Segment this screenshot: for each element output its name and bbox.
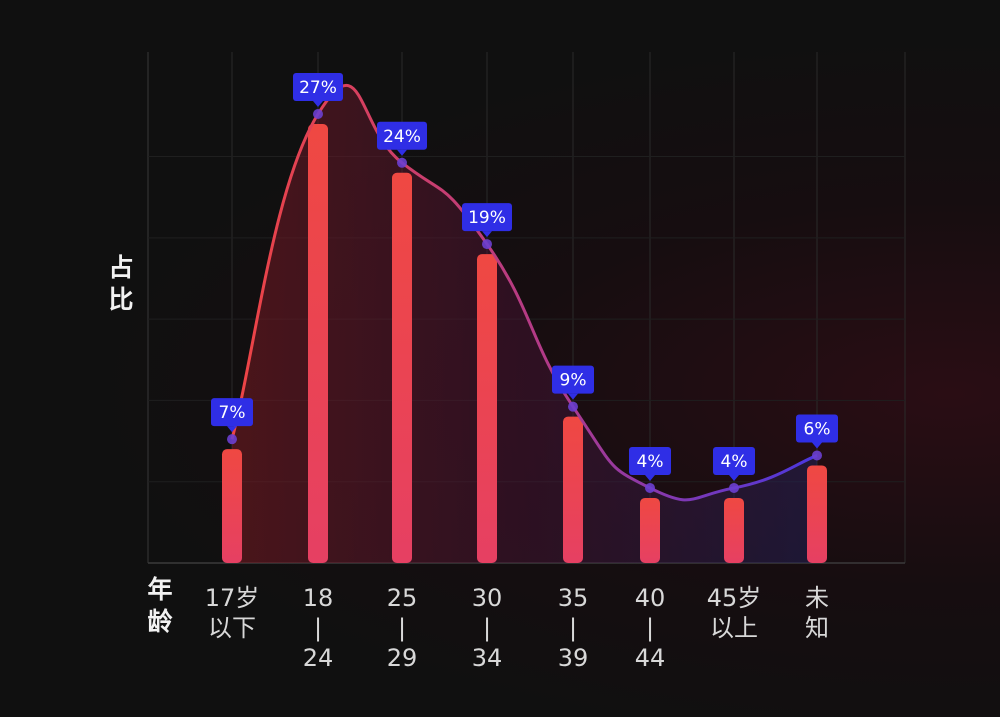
- x-tick-label: |: [398, 614, 406, 642]
- value-label-text: 4%: [637, 452, 664, 472]
- curve-point-marker: [313, 109, 323, 119]
- curve-point-marker: [482, 239, 492, 250]
- bar: [563, 416, 583, 563]
- bar: [724, 497, 744, 563]
- value-label-pointer: [313, 101, 323, 107]
- curve-point-marker: [729, 482, 739, 493]
- value-label-pointer: [729, 474, 739, 481]
- bar: [640, 497, 660, 563]
- bar: [807, 465, 827, 563]
- value-label-pointer: [812, 442, 822, 449]
- curve-area-fill: [232, 85, 817, 564]
- markers-group: [227, 109, 822, 493]
- bar: [392, 172, 412, 563]
- bar: [477, 254, 497, 563]
- x-tick-label: 17岁: [205, 584, 260, 612]
- value-label: 6%: [796, 414, 838, 449]
- value-label-box: [713, 446, 755, 475]
- value-label: 9%: [552, 365, 594, 400]
- value-label-box: [796, 414, 838, 443]
- value-label-box: [293, 73, 343, 101]
- x-tick-label: 45岁: [707, 584, 762, 612]
- curve-point-marker: [812, 450, 822, 461]
- x-tick-label: 30: [472, 584, 503, 612]
- value-label-text: 19%: [468, 208, 506, 228]
- x-tick-label: 知: [805, 614, 829, 642]
- x-tick-label: 34: [472, 644, 503, 672]
- y-axis-title: 比: [108, 285, 133, 314]
- x-tick-label: 39: [558, 644, 589, 672]
- x-tick-label: 24: [303, 644, 334, 672]
- bar: [308, 124, 328, 563]
- x-tick-label: 以上: [710, 614, 758, 642]
- curve-point-marker: [397, 157, 407, 168]
- curve-point-marker: [568, 401, 578, 412]
- value-label-text: 7%: [219, 403, 246, 423]
- value-label: 4%: [629, 446, 671, 481]
- x-tick-label: 25: [387, 584, 418, 612]
- value-label: 19%: [462, 203, 512, 238]
- value-label-pointer: [568, 393, 578, 400]
- curve-point-marker: [645, 482, 655, 493]
- bars-group: [222, 124, 827, 563]
- value-label-text: 4%: [721, 452, 748, 472]
- value-labels-group: 7% 27% 24% 19% 9% 4% 4% 6%: [211, 73, 838, 481]
- value-label: 4%: [713, 446, 755, 481]
- value-label-box: [552, 365, 594, 394]
- value-label-pointer: [227, 426, 237, 433]
- value-label-text: 24%: [383, 127, 421, 147]
- value-label-box: [629, 446, 671, 475]
- value-label-pointer: [482, 231, 492, 238]
- curve-point-marker: [227, 434, 237, 445]
- x-tick-label: |: [569, 614, 577, 642]
- x-tick-label: 18: [303, 584, 334, 612]
- y-axis-title: 占: [108, 253, 133, 282]
- value-label-text: 6%: [804, 419, 831, 439]
- x-tick-label: 未: [805, 584, 829, 612]
- value-label: 7%: [211, 398, 253, 433]
- bar: [222, 449, 242, 563]
- value-label-box: [377, 121, 427, 150]
- value-label-box: [211, 398, 253, 427]
- value-label-text: 27%: [299, 78, 337, 98]
- x-axis-title: 年: [147, 575, 172, 604]
- x-tick-label: |: [314, 614, 322, 642]
- x-tick-label: 以下: [208, 614, 256, 642]
- x-tick-label: 40: [635, 584, 666, 612]
- x-tick-label: 29: [387, 644, 418, 672]
- value-label-text: 9%: [560, 371, 587, 391]
- value-label: 27%: [293, 73, 343, 107]
- value-label-pointer: [397, 149, 407, 156]
- value-label-pointer: [645, 474, 655, 481]
- value-label-box: [462, 203, 512, 232]
- value-label: 24%: [377, 121, 427, 156]
- x-tick-label: |: [646, 614, 654, 642]
- x-tick-label: 35: [558, 584, 589, 612]
- x-tick-label: 44: [635, 644, 666, 672]
- x-axis-title: 龄: [147, 607, 173, 636]
- x-tick-label: |: [483, 614, 491, 642]
